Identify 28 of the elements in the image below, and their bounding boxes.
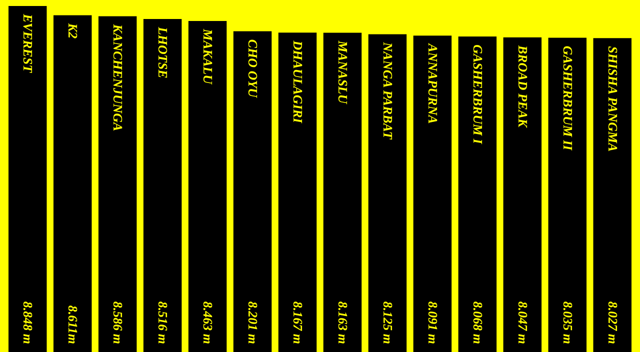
x-tick-label: CHO OYU <box>246 39 261 98</box>
x-tick-label: NANGA PARBAT <box>380 41 396 140</box>
data-label: 8.848 m <box>20 301 36 344</box>
x-tick-label: EVEREST <box>20 13 36 74</box>
x-tick-label: GASHERBRUM I <box>470 44 486 145</box>
data-label: 8.586 m <box>110 301 126 344</box>
x-tick-label: DHAULAGIRI <box>290 40 306 124</box>
x-tick-label: SHISHA PANGMA <box>605 46 620 152</box>
x-tick-label: BROAD PEAK <box>515 44 530 129</box>
data-label: 8.068 m <box>470 301 486 344</box>
data-label: 8.047 m <box>515 301 530 344</box>
x-tick-label: K2 <box>66 22 81 39</box>
x-tick-label: MANASLU <box>335 40 350 104</box>
data-label: 8.463 m <box>200 301 216 344</box>
data-label: 8.027 m <box>605 301 620 344</box>
data-label: 8.125 m <box>380 301 396 344</box>
data-label: 8.516 m <box>156 301 171 344</box>
data-label: 8.201 m <box>246 301 261 344</box>
x-tick-label: ANNAPURNA <box>425 42 440 124</box>
x-tick-label: LHOTSE <box>156 26 171 79</box>
x-tick-label: MAKALU <box>200 28 216 85</box>
x-tick-label: KANCHENJUNGA <box>110 23 126 132</box>
data-label: 8.035 m <box>560 301 576 344</box>
x-tick-label: GASHERBRUM II <box>560 46 576 152</box>
data-label: 8.163 m <box>335 301 350 344</box>
data-label: 8.611m <box>66 305 81 344</box>
data-label: 8.091 m <box>425 301 440 344</box>
data-label: 8.167 m <box>290 301 306 344</box>
